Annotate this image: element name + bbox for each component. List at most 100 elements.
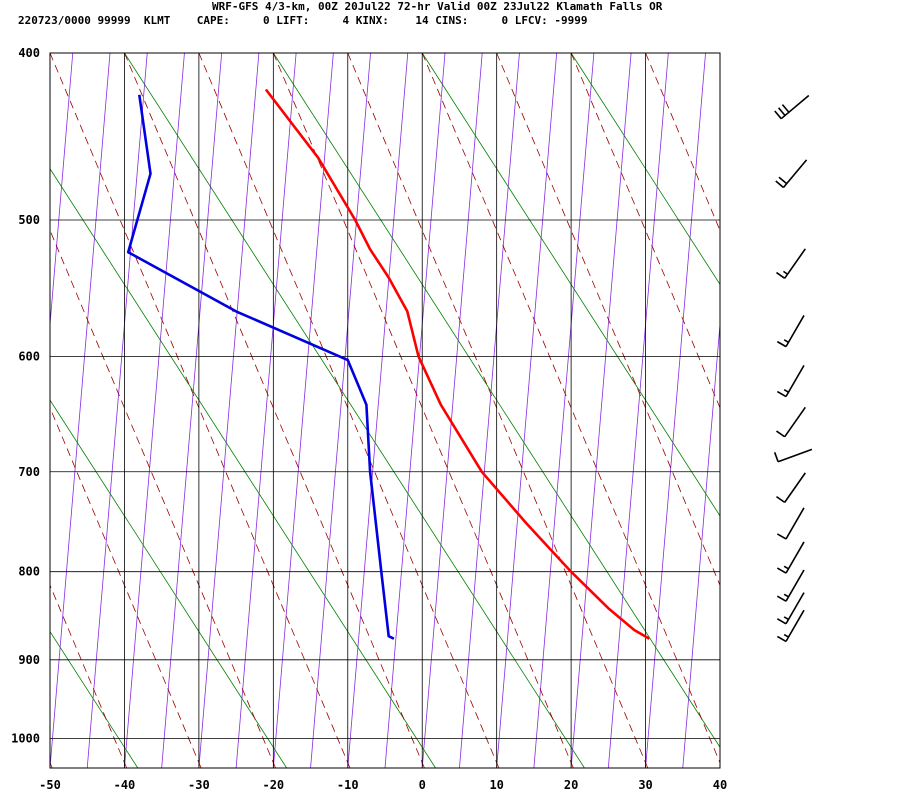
isotherm-line <box>124 53 185 768</box>
temperature-tick-label: -40 <box>114 778 136 792</box>
isotherm-line <box>459 53 520 768</box>
wind-barb-flag <box>783 565 789 570</box>
wind-barb <box>776 248 806 279</box>
dry-adiabat-line <box>272 53 720 749</box>
temperature-tick-label: 20 <box>564 778 578 792</box>
wind-barb-flag <box>775 180 784 189</box>
wind-barb <box>776 472 806 504</box>
isotherm-line <box>869 53 900 768</box>
sounding-indices: 220723/0000 99999 KLMT CAPE: 0 LIFT: 4 K… <box>18 14 588 27</box>
wind-barb <box>775 159 808 189</box>
pressure-tick-label: 400 <box>18 46 40 60</box>
moist-adiabat-line <box>719 53 720 55</box>
wind-barb-flag <box>783 593 789 598</box>
wind-barb <box>776 315 805 348</box>
grid-lines <box>50 53 720 768</box>
wind-barb-staff <box>785 364 805 397</box>
isotherm-line <box>832 53 892 768</box>
wind-barb-staff <box>785 507 805 540</box>
dry-adiabat-lines <box>50 53 900 768</box>
moist-adiabat-line <box>124 53 425 768</box>
wind-barb-flag <box>781 104 790 113</box>
wind-barb-staff <box>785 609 805 642</box>
moist-adiabat-line <box>50 53 351 768</box>
wind-barb <box>776 507 805 540</box>
moist-adiabat-line <box>347 53 649 768</box>
temperature-tick-label: 10 <box>489 778 503 792</box>
wind-barb <box>773 448 813 463</box>
moist-adiabat-lines <box>50 53 900 768</box>
isotherm-line <box>421 53 483 768</box>
wind-barb <box>776 406 806 438</box>
moist-adiabat-line <box>869 53 900 768</box>
pressure-tick-label: 500 <box>18 213 40 227</box>
isotherm-line <box>496 53 558 768</box>
wind-barb <box>774 94 810 120</box>
wind-barb-flag <box>776 390 787 398</box>
wind-barb-flag <box>783 633 789 638</box>
wind-barb-staff <box>777 448 813 463</box>
wind-barb-flag <box>776 567 787 574</box>
wind-barb-flag <box>776 340 787 348</box>
wind-barb <box>776 569 805 602</box>
wind-barb-flag <box>776 635 787 643</box>
moist-adiabat-line <box>50 229 276 768</box>
wind-barb-staff <box>782 159 808 188</box>
pressure-tick-label: 800 <box>18 565 40 579</box>
isotherm-line <box>757 53 817 768</box>
isotherm-line <box>50 53 111 768</box>
wind-barb <box>776 592 805 625</box>
isotherm-line <box>682 319 720 768</box>
wind-barb-staff <box>780 94 810 120</box>
axis-tick-labels: -50 -40 -30 -20 -10 0 10 20 30 40 400 500 600 700 800 9… <box>11 46 727 792</box>
moist-adiabat-line <box>198 53 500 768</box>
wind-barb-staff <box>785 592 805 625</box>
moist-adiabat-line <box>496 53 720 587</box>
wind-barb-staff <box>784 472 806 503</box>
temperature-tick-label: 0 <box>419 778 426 792</box>
wind-barb-flag <box>776 618 787 625</box>
isotherm-lines <box>50 53 900 768</box>
isotherm-line <box>235 53 297 768</box>
moist-adiabat-line <box>421 53 720 764</box>
isotherm-line <box>347 53 409 768</box>
moist-adiabat-line <box>645 53 720 232</box>
wind-barb-flag <box>783 616 789 621</box>
moist-adiabat-line <box>794 53 900 768</box>
dry-adiabat-line <box>570 53 720 286</box>
temperature-tick-label: 40 <box>713 778 727 792</box>
dry-adiabat-line <box>869 53 900 768</box>
wind-barb-flag <box>778 176 788 185</box>
wind-barb-flag <box>783 389 789 393</box>
temperature-profile <box>264 88 650 640</box>
dry-adiabat-line <box>719 53 720 54</box>
wind-barb <box>776 609 805 643</box>
wind-barb-flag <box>773 452 779 462</box>
temperature-tick-label: -50 <box>39 778 61 792</box>
pressure-tick-label: 700 <box>18 465 40 479</box>
wind-barb-flag <box>776 595 787 602</box>
temperature-tick-label: -10 <box>337 778 359 792</box>
wind-barb-flag <box>782 270 789 275</box>
sounding-profiles <box>126 88 650 640</box>
dry-adiabat-line <box>124 53 585 768</box>
dry-adiabat-line <box>50 167 436 768</box>
wind-barb <box>776 364 805 398</box>
isotherm-line <box>607 53 669 768</box>
wind-barb-flag <box>783 339 789 343</box>
pressure-tick-label: 900 <box>18 653 40 667</box>
wind-barb-flag <box>776 533 787 540</box>
temperature-tick-label: -20 <box>262 778 284 792</box>
isotherm-line <box>570 53 632 768</box>
isotherm-line <box>86 53 148 768</box>
moist-adiabat-line <box>570 53 720 409</box>
wind-barb-staff <box>784 406 806 438</box>
wind-barb-staff <box>785 569 805 602</box>
dry-adiabat-line <box>421 53 720 517</box>
isotherm-line <box>719 763 720 768</box>
wind-barb <box>776 541 805 574</box>
chart-title: WRF-GFS 4/3-km, 00Z 20Jul22 72-hr Valid … <box>212 0 663 13</box>
isotherm-line <box>198 53 260 768</box>
isotherm-line <box>272 53 334 768</box>
